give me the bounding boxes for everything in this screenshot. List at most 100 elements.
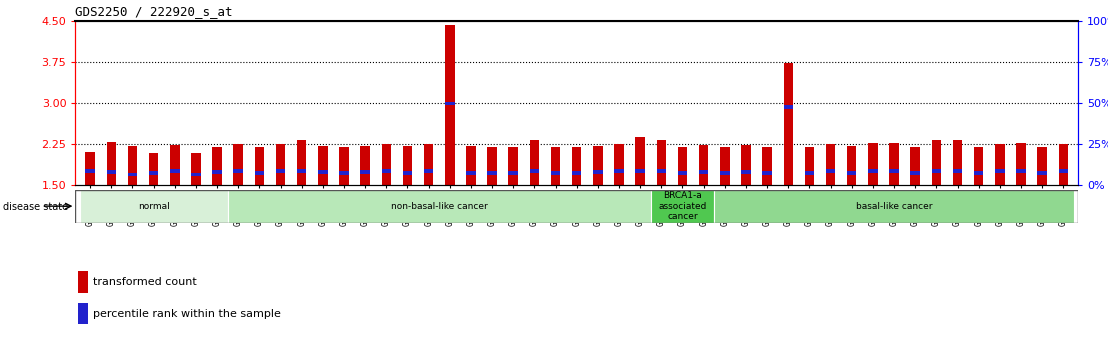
Bar — [445, 101, 454, 105]
Bar — [276, 144, 285, 185]
Bar — [657, 140, 666, 185]
Bar — [318, 170, 328, 174]
Bar — [297, 169, 307, 172]
Bar — [804, 171, 814, 175]
Bar — [762, 171, 772, 175]
Bar — [466, 146, 475, 185]
Bar — [932, 169, 941, 172]
Bar — [1058, 169, 1068, 172]
Bar — [911, 147, 920, 185]
Bar — [783, 63, 793, 185]
Bar — [890, 169, 899, 172]
Bar — [657, 169, 666, 172]
Bar — [78, 303, 89, 324]
Bar — [678, 171, 687, 175]
Bar — [741, 170, 751, 174]
Bar — [148, 171, 158, 175]
Bar — [953, 169, 962, 172]
Bar — [488, 147, 496, 185]
Bar — [783, 105, 793, 109]
Bar — [995, 169, 1005, 172]
Bar — [360, 146, 370, 185]
Bar — [720, 171, 729, 175]
Bar — [509, 171, 519, 175]
Bar — [530, 169, 540, 172]
Bar — [80, 190, 227, 223]
Bar — [932, 140, 941, 185]
Bar — [339, 171, 349, 175]
Bar — [614, 144, 624, 185]
Bar — [911, 171, 920, 175]
Text: disease state: disease state — [3, 202, 69, 212]
Bar — [572, 147, 582, 185]
Bar — [593, 170, 603, 174]
Bar — [445, 25, 454, 185]
Text: basal-like cancer: basal-like cancer — [855, 201, 932, 211]
Bar — [127, 172, 137, 176]
Bar — [720, 147, 729, 185]
Bar — [1016, 142, 1026, 185]
Bar — [297, 140, 307, 185]
Text: percentile rank within the sample: percentile rank within the sample — [93, 309, 281, 319]
Bar — [381, 169, 391, 172]
Bar — [699, 145, 708, 185]
Bar — [213, 147, 222, 185]
Bar — [762, 147, 772, 185]
Bar — [192, 153, 201, 185]
Bar — [276, 169, 285, 172]
Bar — [381, 144, 391, 185]
Bar — [85, 152, 95, 185]
Bar — [825, 144, 835, 185]
Bar — [741, 145, 751, 185]
Bar — [170, 169, 179, 172]
Bar — [530, 140, 540, 185]
Bar — [869, 169, 878, 172]
Bar — [804, 147, 814, 185]
Bar — [255, 171, 264, 175]
Bar — [509, 147, 519, 185]
Bar — [466, 171, 475, 175]
Bar — [402, 146, 412, 185]
Bar — [255, 147, 264, 185]
Bar — [572, 171, 582, 175]
Bar — [234, 169, 243, 172]
Bar — [635, 169, 645, 172]
Bar — [825, 169, 835, 172]
Text: non-basal-like cancer: non-basal-like cancer — [391, 201, 488, 211]
Bar — [1016, 169, 1026, 172]
Bar — [869, 142, 878, 185]
Bar — [318, 146, 328, 185]
Bar — [339, 147, 349, 185]
Bar — [678, 147, 687, 185]
Bar — [593, 146, 603, 185]
Bar — [650, 190, 715, 223]
Bar — [974, 171, 984, 175]
Bar — [890, 142, 899, 185]
Bar — [614, 169, 624, 172]
Bar — [85, 169, 95, 172]
Bar — [402, 171, 412, 175]
Bar — [847, 171, 856, 175]
Bar — [78, 271, 89, 293]
Bar — [1037, 171, 1047, 175]
Bar — [847, 146, 856, 185]
Bar — [106, 142, 116, 185]
Bar — [995, 144, 1005, 185]
Bar — [234, 144, 243, 185]
Text: normal: normal — [137, 201, 170, 211]
Bar — [424, 144, 433, 185]
Bar — [699, 170, 708, 174]
Bar — [551, 171, 561, 175]
Text: transformed count: transformed count — [93, 277, 197, 287]
Bar — [974, 147, 984, 185]
Bar — [106, 170, 116, 174]
Bar — [1037, 147, 1047, 185]
Bar — [170, 145, 179, 185]
Bar — [953, 140, 962, 185]
Bar — [488, 171, 496, 175]
Bar — [1058, 144, 1068, 185]
Text: GDS2250 / 222920_s_at: GDS2250 / 222920_s_at — [75, 5, 233, 18]
Bar — [360, 170, 370, 174]
Bar — [213, 170, 222, 174]
Text: BRCA1-a
associated
cancer: BRCA1-a associated cancer — [658, 191, 707, 221]
